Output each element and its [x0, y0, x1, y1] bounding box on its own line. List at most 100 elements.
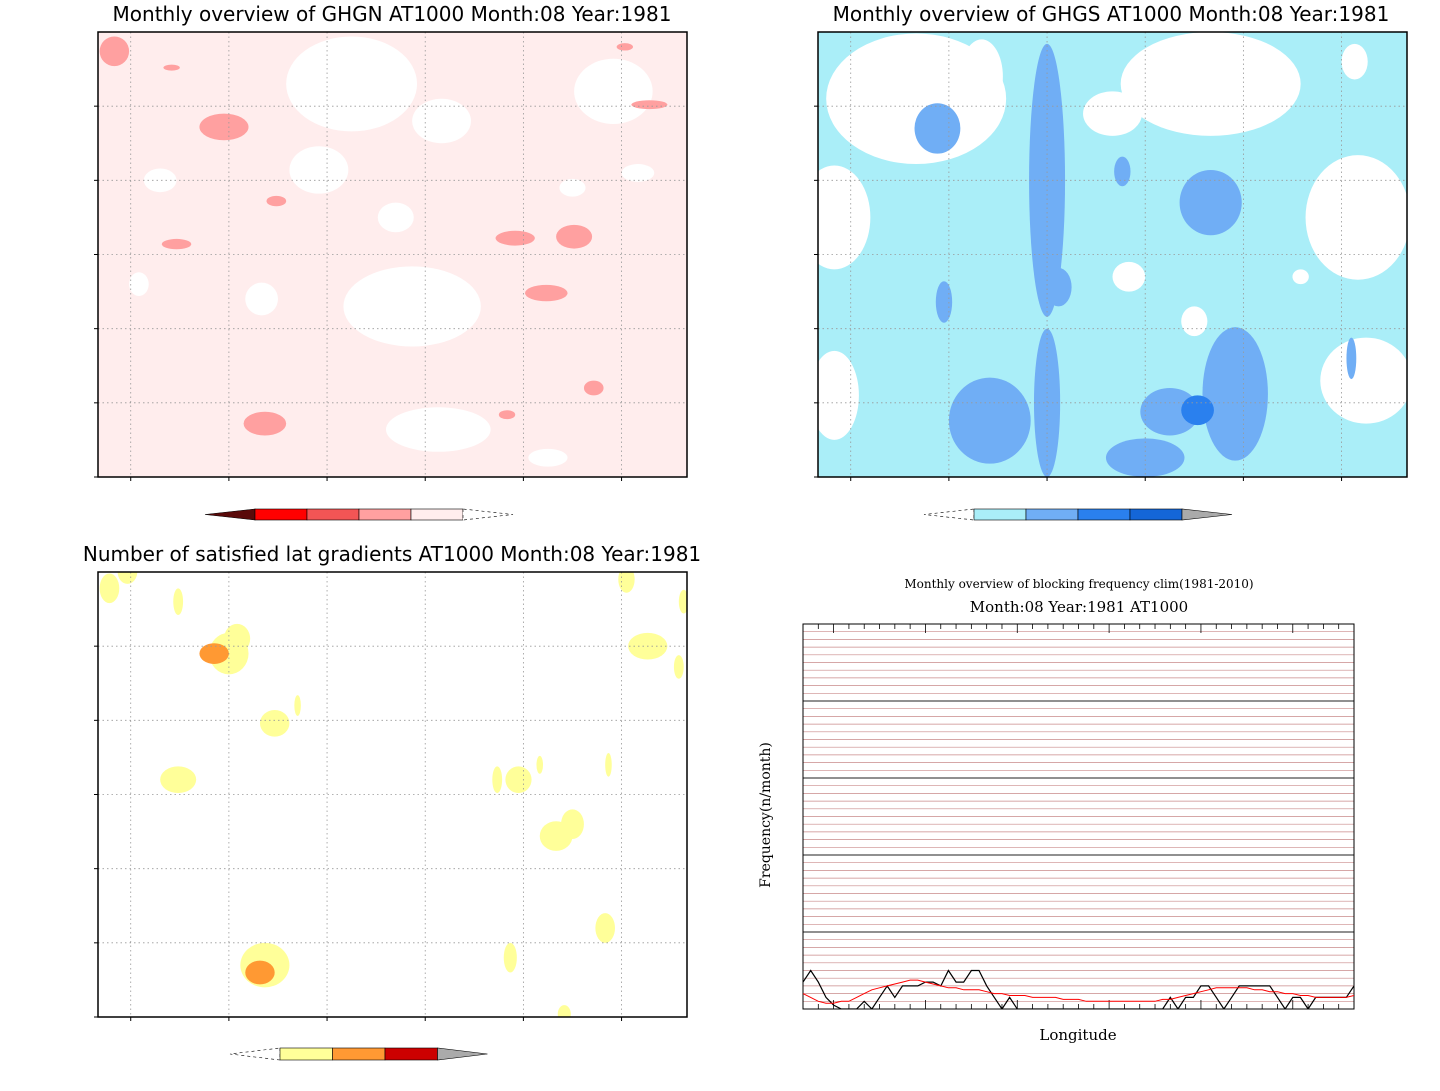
- contour-patch: [1181, 395, 1214, 426]
- ghgn-chart-title: Monthly overview of GHGN AT1000 Month:08…: [113, 2, 672, 26]
- blank-region: [1292, 269, 1309, 285]
- contour-patch: [498, 410, 516, 420]
- blocking-y-axis-label: Frequency(n/month): [758, 742, 774, 888]
- contour-patch: [1202, 327, 1268, 461]
- contour-patch: [243, 411, 287, 436]
- contour-patch: [618, 572, 635, 593]
- contour-patch: [495, 230, 535, 246]
- blank-region: [1181, 306, 1208, 337]
- colorbar-swatch: [384, 1047, 438, 1061]
- contour-patch: [223, 623, 251, 654]
- blank-region: [826, 33, 1007, 165]
- contour-patch: [1045, 267, 1072, 307]
- blocking-x-axis-label: Longitude: [1039, 1026, 1116, 1044]
- contour-patch: [948, 377, 1031, 464]
- series-group: [803, 969, 1354, 1009]
- ghgs-chart-title: Monthly overview of GHGS AT1000 Month:08…: [833, 2, 1390, 26]
- blank-region: [1305, 155, 1407, 280]
- colorbar-swatch: [332, 1047, 386, 1061]
- lat-gradient-heatmap-panel: Number of satisfied lat gradients AT1000…: [83, 545, 701, 1061]
- contour-patch: [245, 960, 275, 985]
- contour-patch: [1105, 438, 1185, 477]
- colorbar-high-triangle: [437, 1047, 488, 1061]
- colorbar-swatch: [279, 1047, 333, 1061]
- blank-region: [286, 36, 418, 132]
- blocking-chart-subtitle: Month:08 Year:1981 AT1000: [970, 598, 1188, 616]
- contour-patch: [1179, 169, 1242, 236]
- ghgn-heatmap-panel: Monthly overview of GHGN AT1000 Month:08…: [94, 2, 688, 521]
- colorbar-low-triangle: [204, 508, 256, 521]
- contour-patch: [536, 755, 544, 774]
- blank-region: [377, 202, 414, 233]
- lat-gradient-chart-title: Number of satisfied lat gradients AT1000…: [83, 545, 701, 566]
- blank-region: [559, 178, 586, 197]
- colorbar-swatch: [410, 508, 464, 521]
- colorbar-swatch: [358, 508, 412, 521]
- contour-patch: [99, 36, 130, 67]
- blank-region: [1083, 91, 1142, 136]
- contour-patch: [557, 1005, 571, 1017]
- colorbar-low-triangle: [229, 1047, 281, 1061]
- contour-patch: [1346, 337, 1357, 380]
- contour-patch: [1114, 156, 1131, 187]
- blank-region: [621, 164, 655, 182]
- blank-region: [1341, 43, 1368, 80]
- contour-patch: [99, 573, 120, 604]
- blank-region: [528, 448, 568, 467]
- colorbar-high-triangle: [462, 508, 514, 521]
- contour-patch: [259, 709, 290, 737]
- colorbar-swatch: [1025, 508, 1079, 521]
- plot-area: [98, 572, 687, 1017]
- contour-patch: [595, 913, 616, 943]
- blocking-frequency-line: [803, 969, 1354, 1009]
- contour-patch: [583, 380, 604, 396]
- contour-patch: [492, 766, 503, 794]
- contour-patch: [605, 752, 612, 777]
- contour-patch: [1029, 43, 1066, 317]
- contour-patch: [678, 589, 687, 614]
- contour-patch: [173, 588, 184, 616]
- blank-region: [143, 168, 177, 193]
- contour-patch: [160, 766, 197, 794]
- contour-patch: [503, 942, 517, 973]
- colorbar-swatch: [973, 508, 1027, 521]
- blank-region: [245, 282, 278, 316]
- contour-patch: [199, 643, 229, 664]
- blank-region: [412, 98, 472, 144]
- colorbar-low-triangle: [923, 508, 975, 521]
- contour-patch: [505, 766, 532, 794]
- climatology-line: [803, 979, 1354, 1004]
- contour-patch: [616, 43, 634, 51]
- contour-patch: [163, 64, 180, 71]
- contour-patch: [935, 281, 953, 323]
- blank-region: [1112, 261, 1146, 292]
- blank-region: [574, 58, 653, 124]
- ghgs-heatmap-panel: Monthly overview of GHGS AT1000 Month:08…: [814, 2, 1408, 521]
- colorbar-swatch: [254, 508, 308, 521]
- blank-region: [289, 146, 349, 194]
- blank-region: [1120, 32, 1301, 136]
- contour-patch: [556, 224, 593, 249]
- colorbar-swatch: [1077, 508, 1131, 521]
- contour-patch: [673, 655, 684, 679]
- colorbar-swatch: [306, 508, 360, 521]
- contour-patch: [525, 284, 568, 302]
- contour-patch: [561, 809, 584, 839]
- blank-region: [818, 350, 859, 440]
- contour-patch: [161, 238, 192, 250]
- blank-region: [129, 272, 149, 297]
- contour-patch: [199, 113, 249, 141]
- blank-region: [1320, 337, 1407, 424]
- colorbar-swatch: [1129, 508, 1183, 521]
- blocking-frequency-line-panel: Monthly overview of blocking frequency c…: [758, 577, 1355, 1044]
- blank-region: [960, 39, 1003, 114]
- contour-patch: [117, 572, 138, 584]
- contour-patch: [914, 103, 961, 154]
- contour-patch: [266, 195, 287, 207]
- contour-patch: [294, 695, 301, 716]
- contour-patch: [1033, 328, 1061, 477]
- contour-patch: [631, 100, 668, 110]
- colorbar-high-triangle: [1181, 508, 1233, 521]
- contour-patch: [1140, 388, 1200, 436]
- blank-region: [343, 266, 481, 347]
